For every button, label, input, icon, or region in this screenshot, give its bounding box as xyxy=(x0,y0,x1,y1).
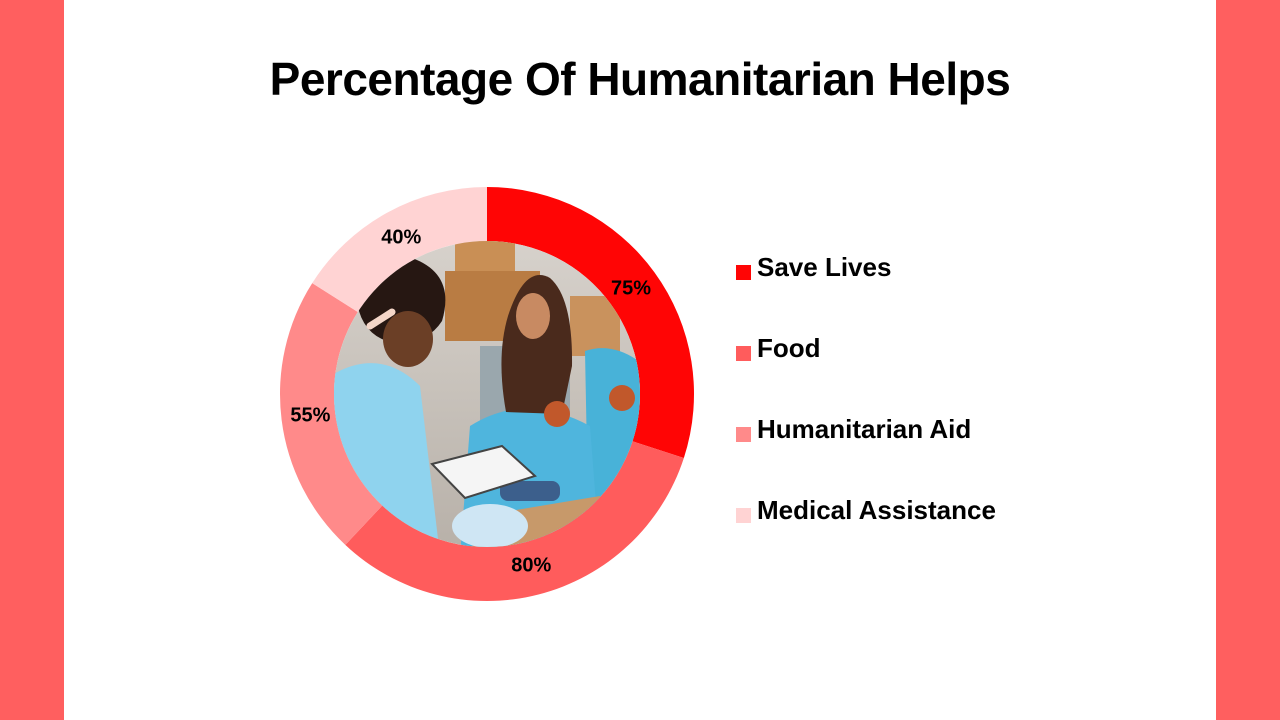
donut-slices xyxy=(280,187,694,601)
donut-chart: 75% 80% 55% 40% xyxy=(280,187,694,601)
legend-swatch-save-lives xyxy=(736,265,751,280)
legend-swatch-medical-assistance xyxy=(736,508,751,523)
legend-swatch-food xyxy=(736,346,751,361)
legend-label-medical-assistance: Medical Assistance xyxy=(757,495,996,525)
slice-labels: 75% 80% 55% 40% xyxy=(290,226,651,576)
data-label-food: 80% xyxy=(511,555,551,577)
slice-humanitarian-aid xyxy=(280,283,383,545)
right-accent-bar xyxy=(1216,0,1280,720)
data-label-humanitarian-aid: 55% xyxy=(290,405,330,427)
legend-label-humanitarian-aid: Humanitarian Aid xyxy=(757,414,972,444)
slice-save-lives xyxy=(487,187,694,458)
slice-medical-assistance xyxy=(312,187,487,313)
center-photo xyxy=(334,241,640,547)
left-accent-bar xyxy=(0,0,64,720)
data-label-save-lives: 75% xyxy=(611,278,651,300)
legend-label-save-lives: Save Lives xyxy=(757,252,892,282)
legend-swatch-humanitarian-aid xyxy=(736,427,751,442)
legend-label-food: Food xyxy=(757,333,821,363)
chart-title: Percentage Of Humanitarian Helps xyxy=(269,53,1011,105)
slice-food xyxy=(345,441,684,601)
data-label-medical-assistance: 40% xyxy=(381,226,421,248)
